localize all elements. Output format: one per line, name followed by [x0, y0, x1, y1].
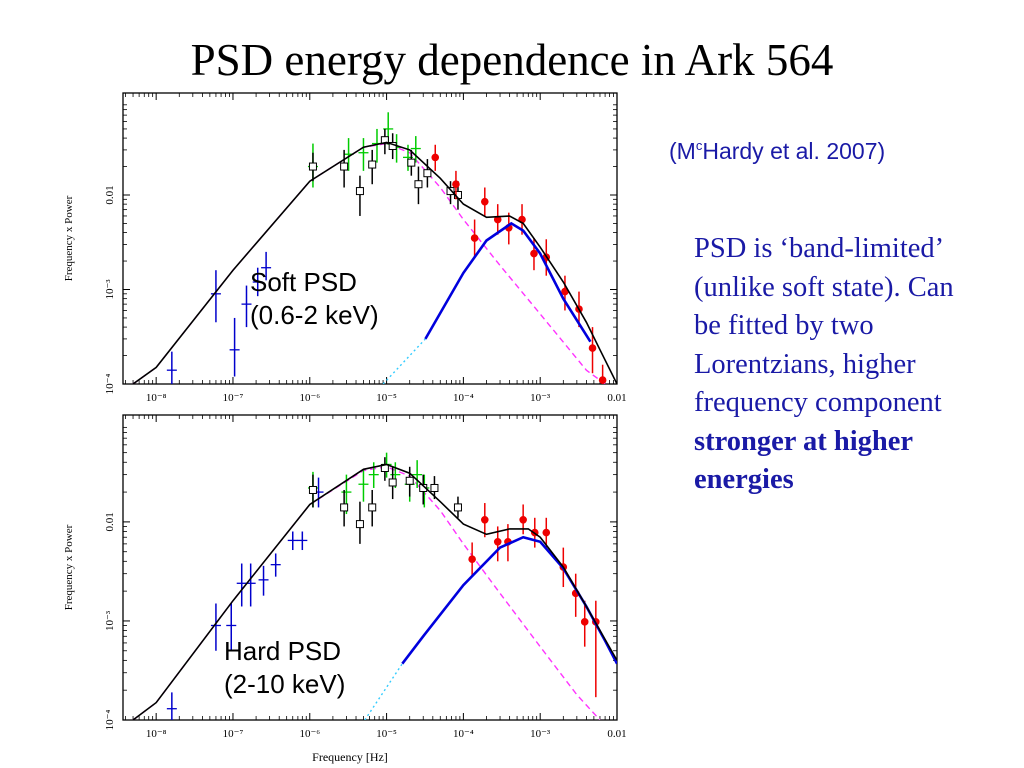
soft-data_black-data-point — [368, 160, 377, 169]
soft-data_red-data-point — [470, 234, 479, 242]
soft-psd-panel: 10⁻⁸ 10⁻⁷ 10⁻⁶ 10⁻⁵ 10⁻⁴ 10⁻³ 0.01 10⁻⁴ 10⁻³ 0.01… — [63, 92, 627, 404]
hard-data_red-data-point — [580, 618, 589, 626]
soft-data_red-data-point — [530, 249, 538, 258]
soft-x-tick-label: 0.01 — [607, 392, 626, 404]
description-bold-text: stronger at higher energies — [694, 425, 913, 496]
hard-total-model-curve — [132, 463, 617, 720]
hard-data_black-data-point — [308, 485, 317, 494]
soft-plot-area — [132, 112, 617, 384]
hard-data_red-data-point — [480, 515, 489, 524]
hard-data_red-data-point — [493, 537, 502, 546]
soft-data_red-data-point — [452, 180, 460, 189]
soft-psd-label: Soft PSD (0.6-2 keV) — [250, 266, 379, 332]
soft-y-axis-label: Frequency x Power — [63, 195, 75, 281]
citation-pre: (M — [669, 138, 696, 164]
soft-plot-frame — [122, 92, 618, 385]
soft-psd-label-line2: (0.6-2 keV) — [250, 300, 379, 330]
soft-data_red-data-point — [431, 153, 440, 162]
hard-data_black-data-point — [355, 520, 364, 529]
soft-y-tick-label: 10⁻³ — [104, 279, 116, 300]
hard-x-tick-label: 10⁻⁶ — [299, 728, 320, 740]
hard-y-tick-label: 10⁻³ — [104, 610, 116, 631]
hard-plot-area — [132, 452, 617, 720]
soft-data_black-data-point — [380, 136, 389, 145]
soft-x-tick-label: 10⁻⁴ — [453, 392, 474, 404]
hard-x-tick-label: 10⁻⁴ — [453, 728, 474, 740]
soft-data_black-data-point — [423, 169, 432, 178]
soft-data_black-data-point — [355, 187, 364, 196]
soft-y-tick-label: 10⁻⁴ — [104, 374, 116, 395]
hard-x-tick-label: 10⁻⁵ — [376, 728, 397, 740]
soft-data_black-data-point — [308, 162, 317, 171]
description-text: PSD is ‘band-limited’ (unlike soft state… — [694, 233, 954, 418]
hard-data_black-data-point — [340, 503, 349, 512]
hard-psd-label: Hard PSD (2-10 keV) — [224, 635, 345, 701]
hard-data_red-data-point — [542, 528, 551, 537]
description: PSD is ‘band-limited’ (unlike soft state… — [694, 230, 984, 500]
soft-psd-label-line1: Soft PSD — [250, 267, 357, 297]
soft-high-freq-extension — [382, 338, 426, 384]
soft-x-tick-label: 10⁻⁶ — [299, 392, 320, 404]
soft-data_red-data-point — [480, 197, 489, 206]
soft-data_black-data-point — [407, 158, 416, 167]
hard-y-tick-label: 10⁻⁴ — [104, 710, 116, 731]
soft-y-tick-label: 0.01 — [104, 185, 116, 204]
soft-x-tick-label: 10⁻⁷ — [223, 392, 244, 404]
citation: (McHardy et al. 2007) — [669, 138, 885, 165]
hard-y-axis-label: Frequency x Power — [63, 524, 75, 610]
hard-psd-panel: 10⁻⁸ 10⁻⁷ 10⁻⁶ 10⁻⁵ 10⁻⁴ 10⁻³ 0.01 10⁻⁴ 10⁻³ 0.01… — [63, 414, 627, 764]
soft-data_red-data-point — [588, 344, 597, 352]
hard-x-axis-label: Frequency [Hz] — [312, 750, 388, 764]
hard-psd-label-line2: (2-10 keV) — [224, 669, 346, 699]
hard-psd-label-line1: Hard PSD — [224, 636, 342, 666]
hard-plot-frame — [122, 414, 618, 721]
hard-high-freq-extension — [364, 663, 403, 720]
hard-x-tick-label: 10⁻⁷ — [223, 728, 244, 740]
hard-data_black-data-point — [388, 478, 397, 487]
soft-high-freq-lorentzian — [424, 221, 592, 343]
soft-x-tick-label: 10⁻⁸ — [146, 392, 167, 404]
soft-data_black-data-point — [414, 180, 423, 189]
slide-title: PSD energy dependence in Ark 564 — [190, 35, 834, 85]
hard-low-freq-lorentzian — [132, 466, 601, 720]
hard-data_black-data-point — [453, 503, 462, 512]
citation-superscript: c — [695, 138, 703, 153]
hard-data_black-data-point — [430, 483, 439, 492]
hard-data_black-data-point — [368, 503, 377, 512]
soft-data_black-data-point — [340, 162, 349, 171]
hard-x-tick-label: 10⁻⁸ — [146, 728, 167, 740]
hard-data_black-data-point — [405, 476, 414, 485]
soft-total-model-curve — [132, 141, 617, 384]
citation-post: Hardy et al. 2007) — [702, 138, 886, 164]
hard-y-tick-label: 0.01 — [104, 512, 116, 531]
soft-data_red-data-point — [598, 376, 607, 384]
hard-data_red-data-point — [468, 555, 476, 564]
soft-x-tick-label: 10⁻⁵ — [376, 392, 397, 404]
hard-data_red-data-point — [519, 515, 527, 524]
hard-x-tick-label: 10⁻³ — [530, 728, 551, 740]
soft-x-tick-label: 10⁻³ — [530, 392, 551, 404]
hard-x-tick-label: 0.01 — [607, 728, 626, 740]
